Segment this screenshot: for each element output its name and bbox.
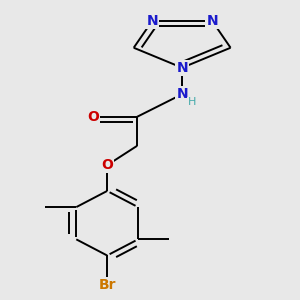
Text: H: H (188, 97, 196, 107)
Text: N: N (146, 14, 158, 28)
Text: N: N (206, 14, 218, 28)
Text: Br: Br (98, 278, 116, 292)
Text: O: O (88, 110, 99, 124)
Text: O: O (101, 158, 113, 172)
Text: N: N (176, 61, 188, 75)
Text: N: N (176, 87, 188, 101)
